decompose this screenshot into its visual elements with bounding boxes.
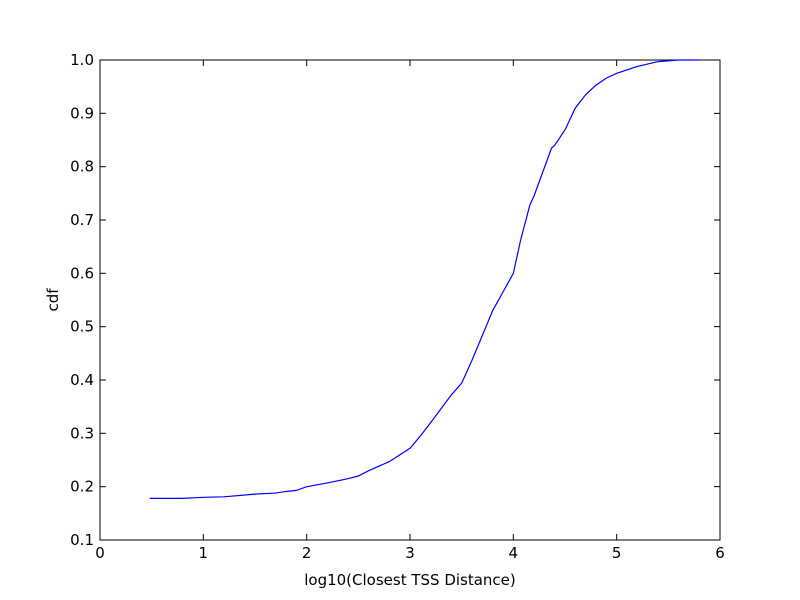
- x-tick-label: 5: [612, 544, 622, 562]
- y-tick-label: 0.6: [70, 264, 94, 282]
- x-tick-label: 2: [302, 544, 312, 562]
- y-tick-label: 0.8: [70, 158, 94, 176]
- x-tick-label: 4: [509, 544, 519, 562]
- data-line: [149, 59, 700, 499]
- x-tick-label: 1: [199, 544, 209, 562]
- y-tick-label: 0.4: [70, 371, 94, 389]
- y-tick-label: 0.1: [70, 531, 94, 549]
- y-tick-label: 0.2: [70, 478, 94, 496]
- x-tick-label: 3: [405, 544, 415, 562]
- y-tick-label: 0.7: [70, 211, 94, 229]
- y-tick-label: 0.5: [70, 318, 94, 336]
- y-axis-label: cdf: [44, 288, 62, 312]
- y-tick-label: 0.9: [70, 104, 94, 122]
- x-tick-label: 0: [95, 544, 105, 562]
- y-tick-label: 0.3: [70, 424, 94, 442]
- y-tick-label: 1.0: [70, 51, 94, 69]
- x-tick-label: 6: [715, 544, 725, 562]
- x-axis-label: log10(Closest TSS Distance): [304, 571, 516, 589]
